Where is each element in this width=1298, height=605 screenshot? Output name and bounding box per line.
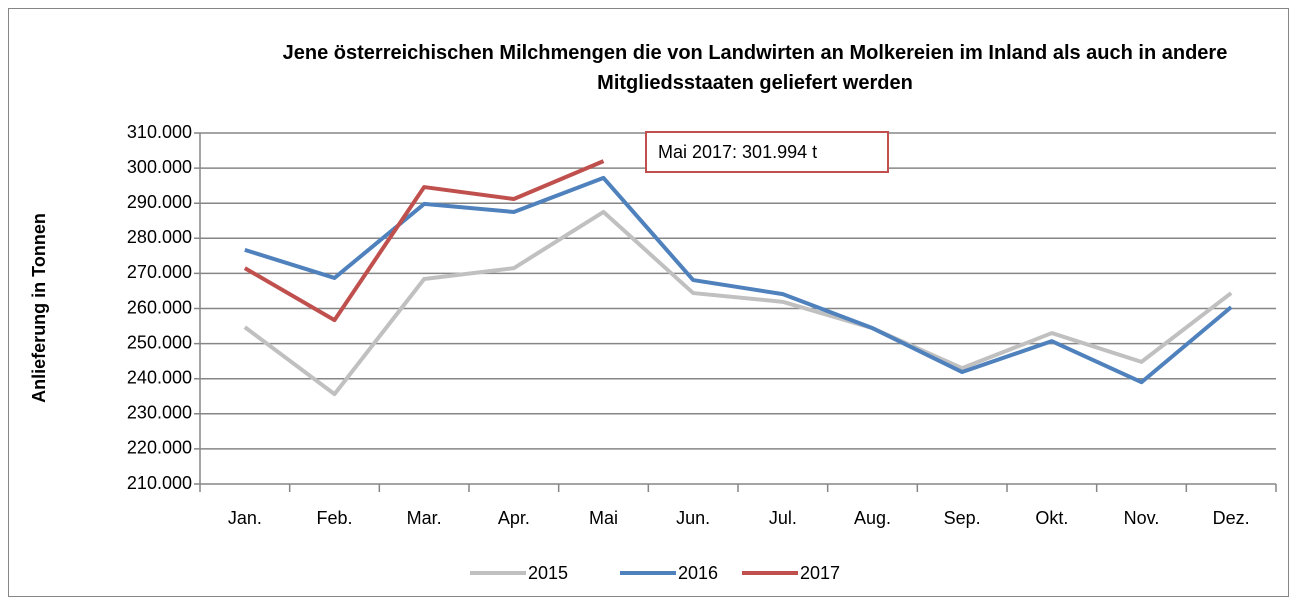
x-tick-label: Jul.	[769, 508, 797, 528]
chart-title: Jene österreichischen Milchmengen die vo…	[282, 42, 1228, 94]
x-tick-label: Apr.	[498, 508, 530, 528]
chart-border	[8, 8, 1289, 597]
x-tick-label: Nov.	[1124, 508, 1160, 528]
y-tick-label: 310.000	[127, 122, 192, 142]
y-axis-label: Anlieferung in Tonnen	[29, 213, 49, 403]
x-tick-label: Mai	[589, 508, 618, 528]
y-tick-label: 250.000	[127, 332, 192, 352]
x-tick-label: Dez.	[1213, 508, 1250, 528]
x-tick-label: Jun.	[676, 508, 710, 528]
y-tick-label: 230.000	[127, 403, 192, 423]
legend-label: 2017	[800, 563, 840, 583]
annotation: Mai 2017: 301.994 t	[658, 142, 817, 162]
x-tick-label: Sep.	[944, 508, 981, 528]
y-tick-label: 290.000	[127, 192, 192, 212]
legend-label: 2016	[678, 563, 718, 583]
x-tick-label: Jan.	[228, 508, 262, 528]
x-tick-label: Okt.	[1035, 508, 1068, 528]
y-tick-label: 270.000	[127, 262, 192, 282]
y-tick-label: 210.000	[127, 473, 192, 493]
series-line	[243, 209, 1233, 397]
legend-label: 2015	[528, 563, 568, 583]
x-tick-label: Feb.	[316, 508, 352, 528]
y-tick-label: 300.000	[127, 157, 192, 177]
y-tick-label: 260.000	[127, 297, 192, 317]
y-tick-label: 280.000	[127, 227, 192, 247]
y-tick-label: 220.000	[127, 438, 192, 458]
annotation-box	[645, 131, 889, 173]
x-tick-label: Mar.	[407, 508, 442, 528]
x-tick-label: Aug.	[854, 508, 891, 528]
series-line	[244, 175, 1233, 385]
y-tick-label: 240.000	[127, 367, 192, 387]
series-line	[243, 159, 605, 323]
